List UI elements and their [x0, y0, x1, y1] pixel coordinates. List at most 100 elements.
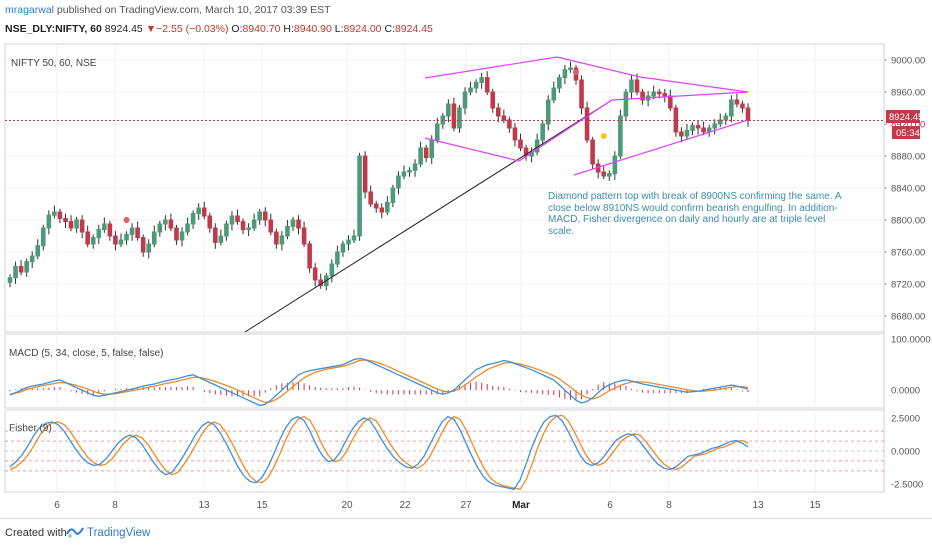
diamond-pattern-line [518, 99, 613, 162]
candle-body [35, 245, 41, 257]
last-price-tag [886, 110, 920, 123]
candle-body [634, 79, 640, 93]
x-tick-label: 8 [112, 500, 118, 511]
last-price-tag-text: 8924.45 [889, 112, 923, 123]
candle-body [379, 207, 385, 213]
candle-body [629, 79, 634, 93]
candle-body [407, 169, 412, 173]
y-tick-label-main: 9000.00 [891, 56, 925, 67]
y-tick-label-macd: 0.0000 [891, 386, 920, 397]
fisher-pane-title: Fisher (9) [9, 423, 52, 434]
y-tick-label-fisher: 2.5000 [891, 413, 920, 424]
candle-body [734, 99, 740, 105]
candle-body [446, 103, 451, 117]
candle-body [418, 147, 423, 165]
fisher-line [9, 414, 749, 491]
symbol-label: NSE_DLY:NIFTY, 60 [5, 23, 102, 35]
candle-body [251, 219, 257, 229]
candle-body [157, 223, 163, 233]
candle-body [484, 77, 490, 93]
candle-body [545, 99, 551, 125]
candle-body [262, 211, 268, 221]
candle-body [329, 263, 335, 277]
candle-body [518, 139, 523, 149]
chart-canvas[interactable]: 6 8 13 15 20 22 27 Mar 6 8 13 15 9000.00 8960.00 8920.… [0, 0, 932, 518]
candle-body [623, 91, 629, 117]
low-key: L: [334, 23, 344, 35]
candle-body [124, 233, 129, 241]
candle-body [201, 207, 207, 217]
candle-body [590, 139, 595, 165]
tradingview-logo-icon [66, 527, 84, 538]
y-tick-label-main: 8840.00 [891, 184, 925, 195]
macd-signal-line [9, 359, 749, 404]
candle-body [429, 139, 435, 159]
created-with-label: Created with [5, 527, 67, 539]
candle-body [85, 231, 90, 245]
candle-body [473, 81, 479, 89]
candle-body [701, 127, 706, 133]
author-link[interactable]: mragarwal [5, 4, 55, 16]
candle-body [656, 91, 662, 95]
candle-body [340, 243, 346, 253]
candle-body [496, 107, 501, 117]
candle-body [102, 223, 107, 231]
candle-body [163, 219, 168, 225]
high-key: H: [283, 23, 294, 35]
tradingview-brand-link[interactable]: TradingView [87, 527, 151, 539]
candle-body [612, 155, 618, 175]
candle-body [434, 123, 440, 141]
candle-body [296, 219, 301, 229]
diamond-pattern-line [424, 137, 520, 162]
x-tick-label: 15 [256, 500, 268, 511]
candle-body [507, 119, 512, 129]
candle-body [651, 91, 656, 97]
candle-body [601, 171, 607, 177]
candle-body [745, 107, 751, 121]
diamond-pattern-line [639, 76, 749, 93]
x-tick-label: 20 [341, 500, 353, 511]
open-value: 8940.70 [242, 23, 281, 35]
candle-body [224, 223, 229, 237]
y-tick-label-fisher: 0.0000 [891, 447, 920, 458]
candle-body [29, 255, 35, 263]
y-tick-label-main: 8680.00 [891, 312, 925, 323]
pane-frame-macd [4, 333, 885, 409]
candle-body [668, 95, 673, 109]
candle-body [557, 77, 562, 89]
candle-body [185, 223, 190, 233]
candle-body [13, 265, 18, 279]
candle-body [312, 267, 318, 281]
close-key: C: [384, 23, 395, 35]
candle-body [579, 79, 584, 109]
candle-body [451, 103, 457, 129]
candle-body [301, 227, 307, 245]
candle-body [540, 123, 545, 141]
candle-body [240, 221, 246, 231]
x-tick-label: 6 [54, 500, 60, 511]
candle-body [662, 93, 668, 97]
candle-body [512, 127, 518, 141]
candle-body [490, 91, 496, 109]
diamond-pattern-line [573, 119, 749, 176]
candle-body [90, 237, 96, 245]
candle-body [468, 87, 473, 93]
candle-body [140, 237, 146, 253]
candle-body [279, 235, 285, 245]
candle-body [584, 107, 590, 141]
candle-body [18, 265, 24, 273]
candle-body [385, 201, 390, 213]
candle-body [462, 91, 468, 109]
candle-body [74, 219, 79, 229]
candle-body [290, 219, 296, 227]
close-value: 8924.45 [394, 23, 433, 35]
candle-body [606, 173, 612, 177]
candle-body [618, 115, 623, 157]
candle-body [268, 219, 274, 233]
candle-body [712, 123, 717, 129]
low-value: 8924.00 [343, 23, 382, 35]
candle-body [562, 69, 568, 79]
candle-body [52, 211, 57, 216]
diamond-pattern-line [556, 56, 641, 78]
macd-pane-title: MACD (5, 34, close, 5, false, false) [9, 348, 164, 359]
